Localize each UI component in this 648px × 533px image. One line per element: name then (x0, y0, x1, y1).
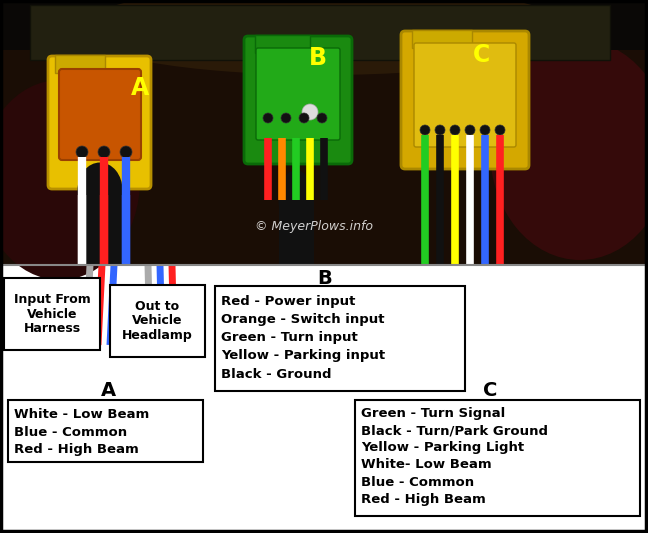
Bar (0, 0, 648, 265)
FancyBboxPatch shape (4, 278, 100, 350)
Text: © MeyerPlows.info: © MeyerPlows.info (255, 220, 373, 233)
Text: Black - Turn/Park Ground: Black - Turn/Park Ground (361, 424, 548, 438)
Ellipse shape (74, 0, 574, 75)
Bar (412, 30, 472, 48)
Text: Blue - Common: Blue - Common (14, 425, 127, 439)
Circle shape (420, 125, 430, 135)
Text: Green - Turn input: Green - Turn input (221, 332, 358, 344)
Text: B: B (318, 269, 332, 287)
Ellipse shape (78, 163, 122, 217)
Circle shape (120, 146, 132, 158)
Bar (0, 0, 648, 50)
Circle shape (263, 113, 273, 123)
Circle shape (435, 125, 445, 135)
FancyBboxPatch shape (414, 43, 516, 147)
FancyBboxPatch shape (215, 286, 465, 391)
Circle shape (281, 113, 291, 123)
Ellipse shape (0, 80, 140, 280)
Text: Orange - Switch input: Orange - Switch input (221, 313, 384, 327)
Bar (30, 5, 610, 60)
Text: Green - Turn Signal: Green - Turn Signal (361, 408, 505, 421)
Bar (255, 35, 310, 53)
Ellipse shape (279, 170, 314, 230)
Ellipse shape (490, 40, 648, 260)
FancyBboxPatch shape (256, 48, 340, 140)
Text: Red - High Beam: Red - High Beam (361, 492, 486, 505)
Circle shape (495, 125, 505, 135)
FancyBboxPatch shape (59, 69, 141, 160)
Text: Out to
Vehicle
Headlamp: Out to Vehicle Headlamp (122, 300, 193, 343)
Text: White- Low Beam: White- Low Beam (361, 458, 492, 472)
Text: White - Low Beam: White - Low Beam (14, 408, 149, 421)
Text: A: A (100, 381, 115, 400)
Text: Red - High Beam: Red - High Beam (14, 443, 139, 456)
Circle shape (98, 146, 110, 158)
Circle shape (302, 104, 318, 120)
Text: C: C (474, 43, 491, 67)
FancyBboxPatch shape (244, 36, 352, 164)
Text: B: B (309, 46, 327, 70)
Text: A: A (131, 76, 149, 100)
Circle shape (450, 125, 460, 135)
FancyBboxPatch shape (48, 56, 151, 189)
Circle shape (480, 125, 490, 135)
FancyBboxPatch shape (355, 400, 640, 516)
Bar (78, 200, 123, 265)
FancyBboxPatch shape (401, 31, 529, 169)
Text: Yellow - Parking Light: Yellow - Parking Light (361, 441, 524, 455)
Text: Red - Power input: Red - Power input (221, 295, 355, 309)
Text: Black - Ground: Black - Ground (221, 367, 332, 381)
FancyBboxPatch shape (110, 285, 205, 357)
Bar (55, 55, 105, 73)
Bar (279, 190, 314, 265)
Circle shape (317, 113, 327, 123)
Circle shape (76, 146, 88, 158)
Text: Yellow - Parking input: Yellow - Parking input (221, 350, 385, 362)
Text: Blue - Common: Blue - Common (361, 475, 474, 489)
Text: C: C (483, 381, 497, 400)
Circle shape (465, 125, 475, 135)
Text: Input From
Vehicle
Harness: Input From Vehicle Harness (14, 293, 90, 335)
FancyBboxPatch shape (8, 400, 203, 462)
Circle shape (299, 113, 309, 123)
